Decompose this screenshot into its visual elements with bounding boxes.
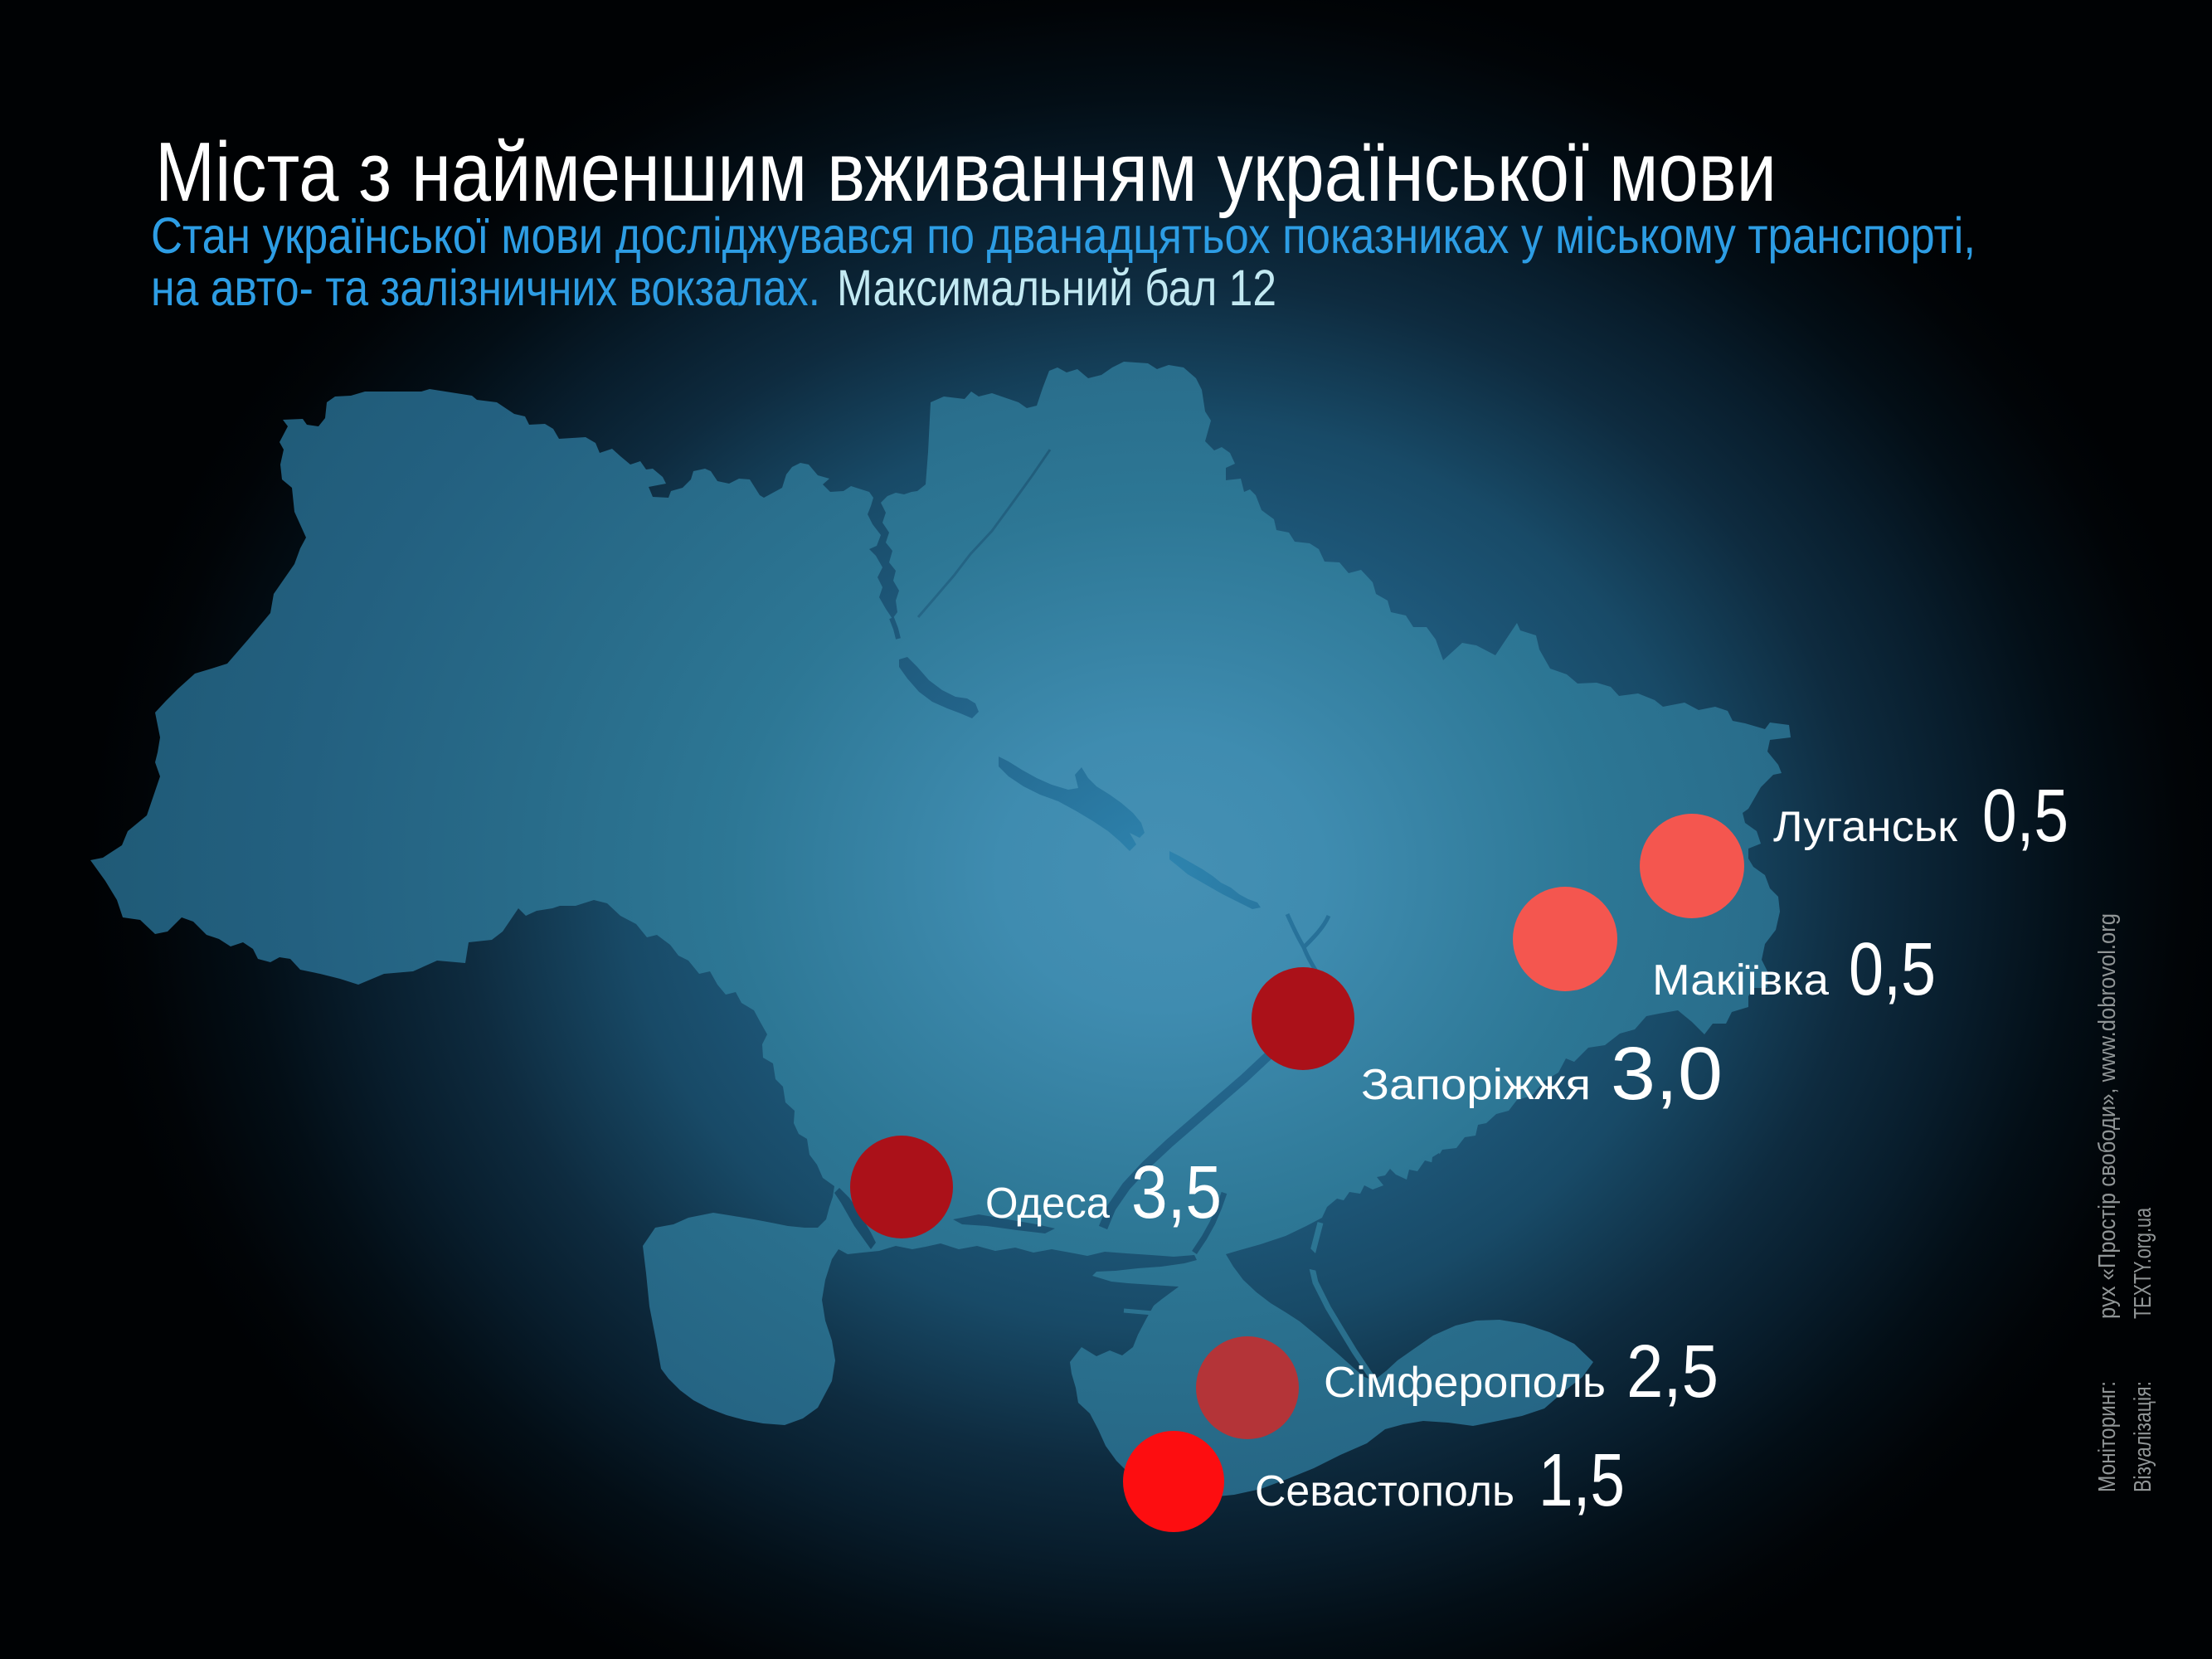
svg-text:1,5: 1,5	[1539, 1439, 1625, 1522]
svg-text:Міста з найменшим вживанням ук: Міста з найменшим вживанням української …	[155, 126, 1777, 219]
svg-text:0,5: 0,5	[1849, 928, 1936, 1011]
svg-text:Одеса: Одеса	[985, 1180, 1110, 1228]
svg-text:Моніторинг:: Моніторинг:	[2094, 1381, 2121, 1492]
svg-text:Стан української мови досліджу: Стан української мови досліджувався по д…	[151, 207, 1976, 264]
svg-text:Луганськ: Луганськ	[1773, 803, 1957, 851]
svg-text:3,5: 3,5	[1131, 1151, 1222, 1234]
svg-text:3,0: 3,0	[1611, 1033, 1723, 1116]
svg-text:2,5: 2,5	[1626, 1331, 1719, 1413]
svg-text:Сімферополь: Сімферополь	[1324, 1359, 1606, 1407]
svg-text:Візуалізація:: Візуалізація:	[2130, 1381, 2156, 1492]
svg-text:Севастополь: Севастополь	[1255, 1467, 1514, 1515]
svg-text:на авто- та залізничних вокзал: на авто- та залізничних вокзалах.	[151, 260, 820, 316]
svg-text:TEXTY.org.ua: TEXTY.org.ua	[2130, 1207, 2156, 1319]
svg-text:Запоріжжя: Запоріжжя	[1361, 1061, 1591, 1109]
svg-text:Максимальний бал 12: Максимальний бал 12	[837, 260, 1276, 316]
svg-text:рух «Простір свободи», www.dob: рух «Простір свободи», www.dobrovol.org	[2094, 913, 2121, 1319]
svg-text:Макіївка: Макіївка	[1652, 956, 1829, 1005]
svg-text:0,5: 0,5	[1982, 775, 2069, 858]
